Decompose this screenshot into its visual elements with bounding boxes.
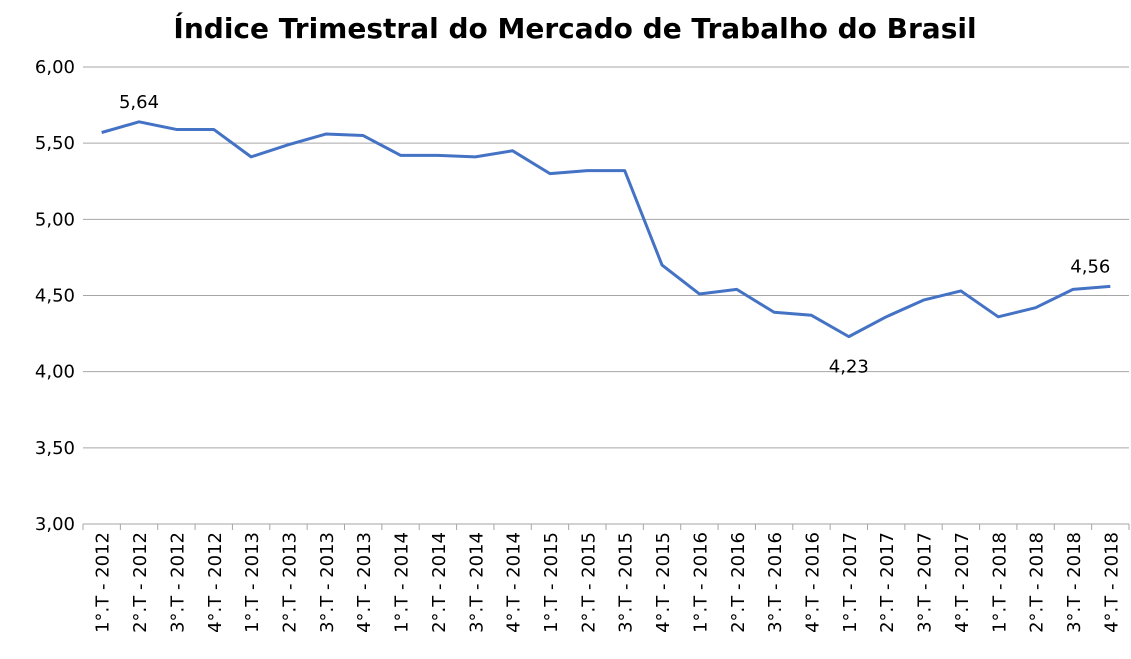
x-tick-label: 1°.T - 2014 [392, 532, 413, 633]
y-tick-label: 6,00 [35, 57, 75, 78]
x-tick-label: 4°.T - 2017 [952, 532, 973, 633]
x-tick-label: 4°.T - 2013 [354, 532, 375, 633]
y-tick-label: 5,50 [35, 133, 75, 154]
x-tick-label: 1°.T - 2017 [840, 532, 861, 633]
x-tick-label: 2°.T - 2017 [877, 532, 898, 633]
x-tick-label: 3°.T - 2017 [915, 532, 936, 633]
x-tick-label: 1°.T - 2016 [690, 532, 711, 633]
y-tick-label: 4,50 [35, 286, 75, 307]
x-tick-label: 4°.T - 2012 [205, 532, 226, 633]
x-tick-label: 2°.T - 2013 [279, 532, 300, 633]
x-tick-label: 4°.T - 2018 [1101, 532, 1122, 633]
x-tick-label: 3°.T - 2013 [317, 532, 338, 633]
x-tick-label: 1°.T - 2015 [541, 532, 562, 633]
x-tick-label: 3°.T - 2012 [167, 532, 188, 633]
x-tick-label: 2°.T - 2012 [130, 532, 151, 633]
x-tick-label: 3°.T - 2016 [765, 532, 786, 633]
x-tick-label: 1°.T - 2012 [93, 532, 114, 633]
chart-title: Índice Trimestral do Mercado de Trabalho… [173, 11, 976, 45]
data-label: 4,56 [1070, 256, 1110, 277]
x-tick-label: 4°.T - 2015 [653, 532, 674, 633]
y-tick-label: 5,00 [35, 209, 75, 230]
x-tick-label: 3°.T - 2014 [466, 532, 487, 633]
line [101, 120, 1111, 339]
y-tick-label: 4,00 [35, 362, 75, 383]
x-tick-label: 2°.T - 2016 [728, 532, 749, 633]
data-label: 4,23 [829, 357, 869, 378]
x-tick-label: 3°.T - 2018 [1064, 532, 1085, 633]
x-tick-label: 1°.T - 2018 [989, 532, 1010, 633]
y-tick-label: 3,00 [35, 514, 75, 535]
x-tick-label: 4°.T - 2014 [504, 532, 525, 633]
x-tick-label: 2°.T - 2018 [1027, 532, 1048, 633]
x-tick-label: 3°.T - 2015 [616, 532, 637, 633]
x-tick-label: 2°.T - 2014 [429, 532, 450, 633]
data-label: 5,64 [119, 92, 159, 113]
x-tick-label: 2°.T - 2015 [578, 532, 599, 633]
x-tick-label: 1°.T - 2013 [242, 532, 263, 633]
y-tick-label: 3,50 [35, 438, 75, 459]
x-tick-label: 4°.T - 2016 [802, 532, 823, 633]
